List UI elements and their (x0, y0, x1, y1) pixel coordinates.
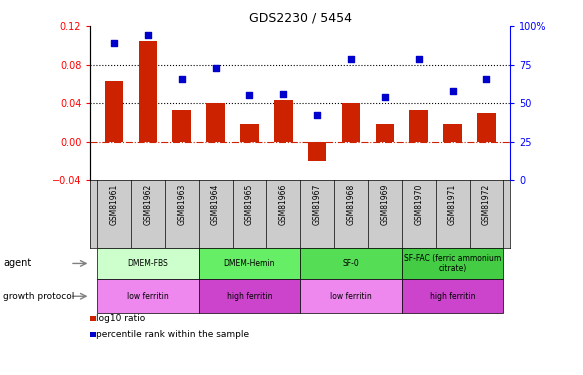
Text: high ferritin: high ferritin (227, 292, 272, 301)
Bar (308, 142, 326, 161)
Text: GSM81962: GSM81962 (143, 183, 152, 225)
Text: DMEM-FBS: DMEM-FBS (128, 259, 168, 268)
Text: GSM81970: GSM81970 (415, 183, 423, 225)
Point (414, 56, 423, 62)
Text: GSM81968: GSM81968 (346, 183, 356, 225)
Text: GSM81969: GSM81969 (380, 183, 389, 225)
Bar (97, 279, 199, 313)
Point (110, 40, 119, 46)
Text: agent: agent (3, 258, 31, 268)
Point (279, 91, 288, 97)
Text: GSM81972: GSM81972 (482, 183, 491, 225)
Text: SF-FAC (ferric ammonium
citrate): SF-FAC (ferric ammonium citrate) (404, 254, 501, 273)
Bar (409, 110, 428, 142)
Point (346, 56, 356, 62)
Text: GDS2230 / 5454: GDS2230 / 5454 (249, 11, 352, 24)
Bar (342, 103, 360, 142)
Text: GSM81966: GSM81966 (279, 183, 288, 225)
Bar (199, 279, 300, 313)
Text: growth protocol: growth protocol (3, 292, 74, 301)
Bar (300, 279, 402, 313)
Bar (402, 279, 503, 313)
Point (448, 88, 457, 94)
Bar (97, 248, 199, 279)
Text: log10 ratio: log10 ratio (96, 314, 146, 323)
Text: DMEM-Hemin: DMEM-Hemin (224, 259, 275, 268)
Point (482, 75, 491, 81)
Text: GSM81964: GSM81964 (211, 183, 220, 225)
Bar (173, 110, 191, 142)
Text: percentile rank within the sample: percentile rank within the sample (96, 330, 250, 339)
Bar (274, 100, 293, 142)
Bar (402, 248, 503, 279)
Text: GSM81971: GSM81971 (448, 183, 457, 225)
Point (143, 33, 153, 39)
Bar (375, 124, 394, 142)
Bar (199, 248, 300, 279)
Bar (300, 248, 402, 279)
Bar (139, 40, 157, 142)
Point (211, 65, 220, 71)
Point (245, 93, 254, 99)
Point (312, 112, 322, 118)
Text: GSM81963: GSM81963 (177, 183, 186, 225)
Text: SF-0: SF-0 (343, 259, 359, 268)
Bar (443, 124, 462, 142)
Text: low ferritin: low ferritin (330, 292, 372, 301)
Text: GSM81961: GSM81961 (110, 183, 118, 225)
Bar (240, 124, 259, 142)
Point (177, 75, 187, 81)
Bar (206, 103, 225, 142)
Bar (477, 113, 496, 142)
Text: low ferritin: low ferritin (127, 292, 169, 301)
Bar (105, 81, 124, 142)
Text: GSM81965: GSM81965 (245, 183, 254, 225)
Text: high ferritin: high ferritin (430, 292, 475, 301)
Point (380, 94, 389, 100)
Text: GSM81967: GSM81967 (312, 183, 322, 225)
